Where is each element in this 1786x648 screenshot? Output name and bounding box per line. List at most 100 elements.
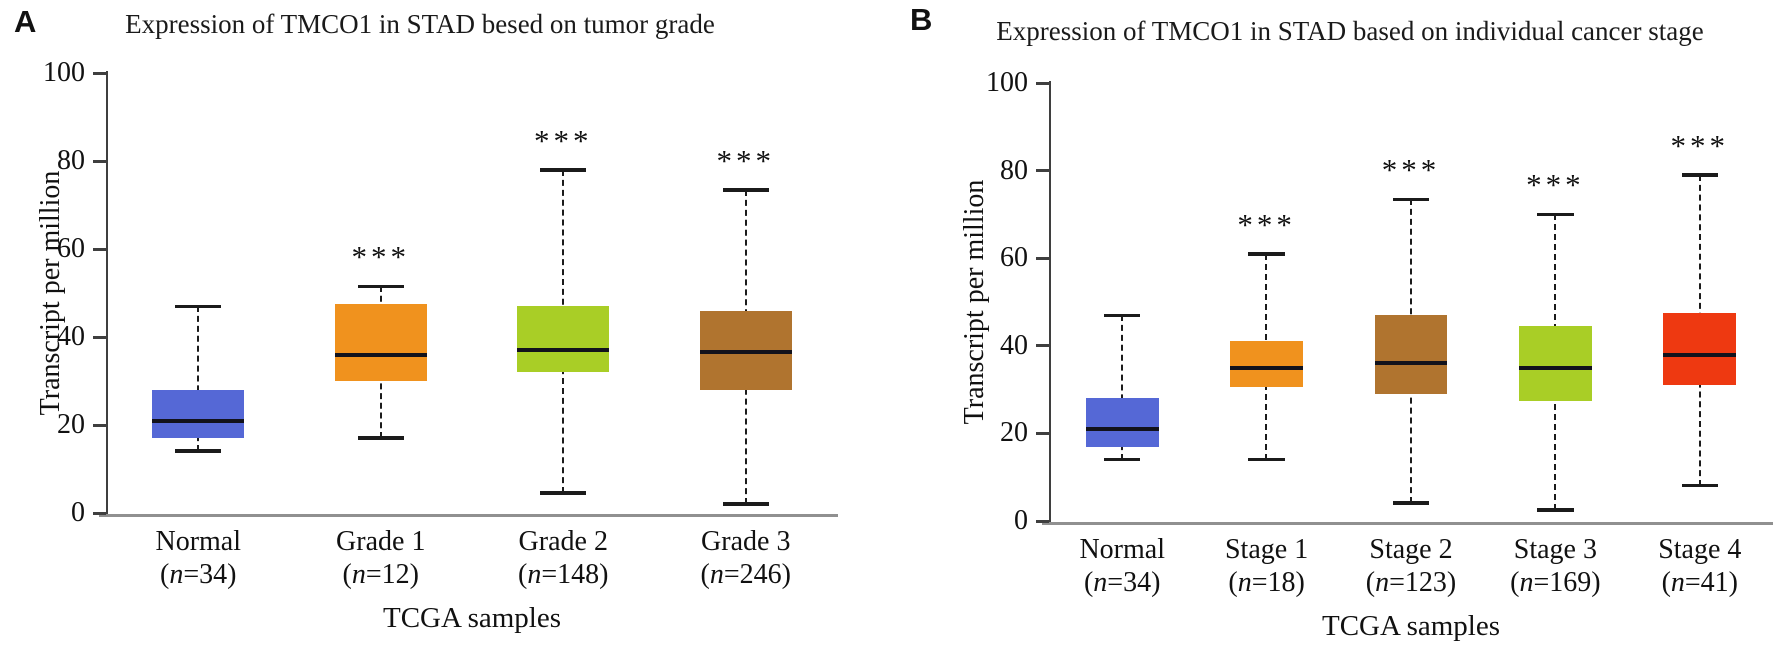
category-label: Stage 1 (n=18)	[1157, 533, 1377, 599]
panel-b: B Expression of TMCO1 in STAD based on i…	[895, 0, 1786, 648]
category-name: Grade 3	[701, 526, 791, 557]
whisker-cap-lower	[1537, 508, 1574, 512]
category-label: Normal (n=34)	[1012, 533, 1232, 599]
significance-marker: ***	[1237, 206, 1296, 242]
panel-a-y-axis-label: Transcript per million	[35, 170, 66, 416]
whisker-cap-lower	[1681, 483, 1719, 488]
significance-marker: ***	[1526, 167, 1585, 203]
whisker-cap-lower	[1103, 457, 1141, 462]
whisker-cap-upper	[175, 304, 222, 309]
whisker-cap-lower	[540, 491, 587, 495]
whisker-cap-upper	[1537, 212, 1574, 217]
y-tick-label: 0	[71, 497, 85, 528]
significance-marker: ***	[1381, 152, 1441, 188]
y-tick-label: 100	[43, 57, 85, 88]
significance-marker: ***	[534, 122, 593, 158]
panel-b-title: Expression of TMCO1 in STAD based on ind…	[996, 16, 1704, 46]
category-name: Grade 2	[518, 526, 608, 557]
whisker-cap-lower	[357, 436, 404, 440]
box-iqr	[1374, 315, 1448, 394]
whisker-cap-lower	[175, 449, 222, 453]
whisker-cap-lower	[1248, 457, 1285, 462]
panel-b-x-axis-label: TCGA samples	[1321, 610, 1501, 642]
category-name: Stage 2	[1369, 534, 1453, 565]
category-n-count: (n=34)	[1083, 567, 1161, 598]
panel-a-x-axis-label: TCGA samples	[382, 602, 562, 634]
panel-a-plot-area: 0 20 40 60 80 100 Normal (n=34) *** Grade 1 (n=12)…	[43, 58, 838, 590]
y-tick-mark	[1036, 519, 1049, 523]
category-n-count: (n=169)	[1510, 567, 1601, 598]
y-tick-mark	[1036, 344, 1049, 348]
category-label: Stage 4 (n=41)	[1590, 533, 1786, 599]
whisker-line	[197, 306, 199, 452]
whisker-cap-upper	[1392, 197, 1430, 202]
y-tick-mark	[93, 71, 106, 75]
category-label: Grade 1 (n=12)	[271, 525, 491, 591]
y-tick-mark	[1036, 169, 1049, 173]
panel-b-letter: B	[910, 2, 933, 37]
box-iqr	[517, 306, 610, 373]
whisker-cap-upper	[540, 168, 587, 172]
whisker-cap-lower	[722, 502, 769, 506]
x-axis-line	[99, 514, 838, 517]
whisker-cap-upper	[722, 188, 769, 192]
y-tick-label: 0	[1014, 505, 1028, 536]
whisker-cap-upper	[1248, 252, 1285, 256]
y-tick-label: 40	[57, 321, 85, 352]
category-name: Normal	[155, 526, 242, 557]
whisker-cap-upper	[357, 284, 404, 289]
category-n-count: (n=148)	[518, 559, 609, 590]
y-axis-line	[1049, 81, 1051, 525]
category-label: Stage 3 (n=169)	[1445, 533, 1665, 599]
category-n-count: (n=123)	[1365, 567, 1457, 598]
box-iqr	[1230, 341, 1304, 388]
category-n-count: (n=246)	[700, 559, 791, 590]
significance-marker: ***	[351, 239, 410, 275]
box-iqr	[334, 304, 427, 381]
y-tick-label: 20	[1000, 417, 1028, 449]
category-label: Grade 3 (n=246)	[636, 525, 856, 591]
category-n-count: (n=12)	[342, 559, 419, 590]
y-tick-label: 40	[1000, 329, 1028, 361]
x-axis-line	[1042, 522, 1773, 525]
y-tick-mark	[93, 511, 106, 515]
y-tick-mark	[93, 335, 106, 339]
y-tick-label: 20	[57, 409, 85, 440]
median-line	[1374, 361, 1448, 366]
median-line	[1085, 427, 1159, 432]
y-axis-line	[106, 71, 108, 517]
panel-a: A Expression of TMCO1 in STAD besed on t…	[0, 0, 885, 648]
y-tick-mark	[1036, 256, 1049, 260]
panel-b-plot-area: 0 20 40 60 80 100 Normal (n=34) *** Stage 1 (n=18)…	[986, 68, 1773, 598]
box-iqr	[152, 389, 245, 439]
whisker-cap-lower	[1392, 501, 1430, 505]
box-iqr	[1663, 312, 1737, 386]
y-tick-label: 80	[1000, 154, 1028, 186]
median-line	[699, 350, 792, 355]
category-name: Stage 1	[1224, 534, 1309, 565]
y-tick-label: 60	[1000, 242, 1028, 274]
significance-marker: ***	[1670, 127, 1730, 163]
y-tick-label: 100	[986, 67, 1028, 98]
category-label: Grade 2 (n=148)	[453, 525, 673, 591]
category-n-count: (n=18)	[1228, 567, 1305, 598]
box-iqr	[1518, 326, 1592, 401]
y-tick-mark	[93, 247, 106, 251]
whisker-line	[1120, 315, 1123, 460]
median-line	[517, 348, 610, 353]
box-iqr	[1085, 398, 1159, 447]
category-name: Stage 4	[1658, 534, 1742, 565]
category-n-count: (n=41)	[1661, 567, 1739, 598]
category-n-count: (n=34)	[160, 559, 237, 590]
median-line	[1230, 365, 1304, 370]
y-tick-label: 60	[57, 233, 85, 264]
panel-a-letter: A	[14, 4, 37, 39]
y-tick-label: 80	[57, 145, 85, 176]
panel-a-title: Expression of TMCO1 in STAD besed on tum…	[125, 9, 715, 39]
category-name: Grade 1	[336, 526, 426, 557]
panel-b-y-axis-label: Transcript per million	[959, 179, 990, 425]
median-line	[334, 352, 427, 357]
category-name: Normal	[1079, 534, 1165, 565]
y-tick-mark	[93, 159, 106, 163]
